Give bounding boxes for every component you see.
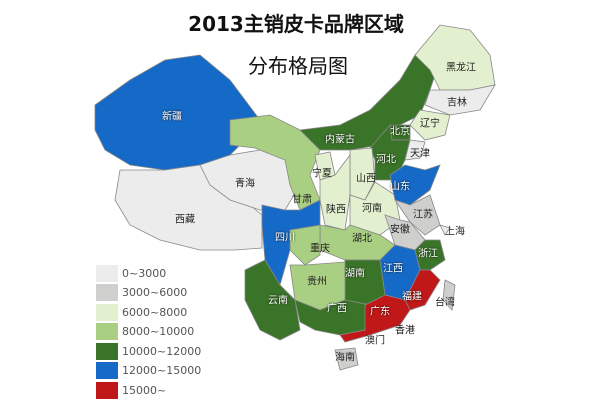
map-title-line1: 2013主销皮卡品牌区域 <box>188 12 404 36</box>
region-上海 <box>439 224 451 236</box>
region-label: 江西 <box>383 263 403 275</box>
region-辽宁 <box>409 109 451 141</box>
region-label: 陕西 <box>326 204 346 216</box>
legend-swatch <box>96 381 118 399</box>
region-label: 青海 <box>235 178 255 190</box>
region-吉林 <box>424 84 496 116</box>
region-label: 北京 <box>390 126 410 138</box>
legend-label: 12000~15000 <box>122 364 202 377</box>
legend-item: 3000~6000 <box>96 284 201 302</box>
region-label: 海南 <box>335 352 355 364</box>
legend-item: 10000~12000 <box>96 342 201 360</box>
legend-item: 12000~15000 <box>96 362 201 380</box>
legend-swatch <box>96 303 118 321</box>
legend-item: 0~3000 <box>96 264 201 282</box>
legend: 0~3000 3000~6000 6000~8000 8000~10000 10… <box>96 264 201 401</box>
region-label: 河南 <box>362 203 382 215</box>
region-天津 <box>404 139 426 161</box>
legend-swatch <box>96 264 118 282</box>
legend-swatch <box>96 362 118 379</box>
map-title-line2: 分布格局图 <box>248 54 348 78</box>
region-label: 贵州 <box>307 276 327 288</box>
legend-swatch <box>96 284 118 301</box>
region-label: 香港 <box>395 325 415 337</box>
region-label: 内蒙古 <box>325 134 355 146</box>
region-四川 <box>261 199 321 286</box>
region-label: 黑龙江 <box>446 62 476 74</box>
region-label: 台湾 <box>435 297 455 309</box>
region-label: 山西 <box>356 173 376 185</box>
region-label: 云南 <box>268 295 288 307</box>
region-label: 安徽 <box>390 224 410 236</box>
region-label: 吉林 <box>447 97 467 109</box>
region-label: 辽宁 <box>420 118 440 130</box>
region-label: 甘肃 <box>292 194 312 206</box>
region-label: 新疆 <box>162 111 182 123</box>
region-label: 广东 <box>370 306 390 318</box>
region-label: 浙江 <box>418 248 438 260</box>
legend-label: 10000~12000 <box>122 344 202 358</box>
region-台湾 <box>442 279 456 311</box>
legend-item: 8000~10000 <box>96 323 201 341</box>
region-label: 江苏 <box>413 209 433 221</box>
legend-label: 3000~6000 <box>122 286 188 299</box>
region-label: 山东 <box>390 181 410 193</box>
region-海南 <box>334 347 359 371</box>
region-label: 河北 <box>376 154 396 166</box>
legend-label: 15000~ <box>122 383 167 397</box>
region-label: 重庆 <box>310 243 330 255</box>
region-label: 湖北 <box>352 233 372 245</box>
region-label: 湖南 <box>345 268 365 280</box>
legend-swatch <box>96 342 118 360</box>
region-青海 <box>199 149 301 211</box>
region-label: 上海 <box>445 226 465 238</box>
region-label: 福建 <box>402 291 422 303</box>
region-陕西 <box>319 153 351 231</box>
region-label: 西藏 <box>175 214 195 226</box>
region-label: 广西 <box>327 303 347 315</box>
region-label: 四川 <box>275 232 295 244</box>
legend-item: 6000~8000 <box>96 303 201 321</box>
region-广东 <box>339 294 411 343</box>
region-label: 澳门 <box>365 335 385 347</box>
legend-label: 0~3000 <box>122 266 167 280</box>
legend-label: 6000~8000 <box>122 305 188 319</box>
legend-swatch <box>96 323 118 340</box>
region-label: 宁夏 <box>312 168 332 180</box>
legend-item: 15000~ <box>96 381 201 399</box>
legend-label: 8000~10000 <box>122 325 195 338</box>
region-label: 天津 <box>410 148 430 160</box>
region-云南 <box>244 259 301 341</box>
